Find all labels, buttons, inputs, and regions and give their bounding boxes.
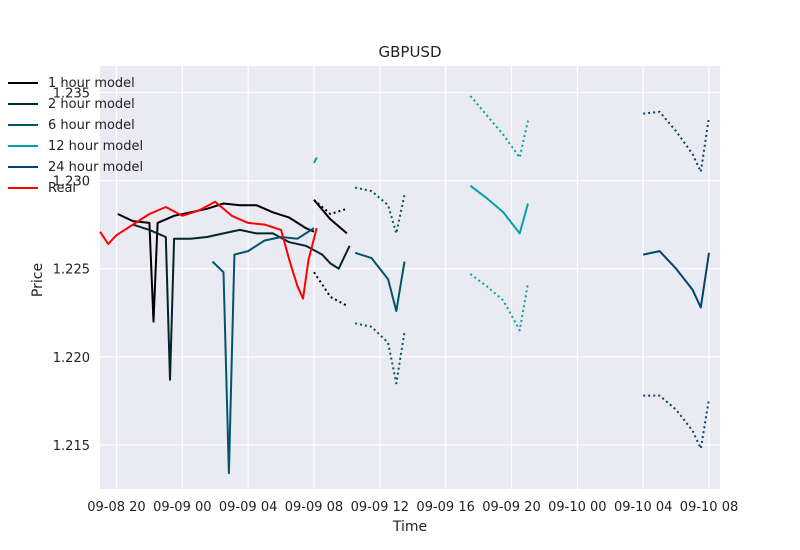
series-12-hour-model-upper-band — [469, 95, 529, 159]
series-24-hour-model-lower-band — [643, 394, 710, 450]
y-tick-label: 1.235 — [53, 86, 90, 101]
legend-label: 24 hour model — [48, 160, 143, 175]
series-2-hour-model-line — [132, 223, 351, 381]
x-tick-label: 09-10 04 — [614, 500, 672, 515]
x-axis-label: Time — [392, 519, 427, 535]
y-tick-label: 1.215 — [53, 439, 90, 454]
series-24-hour-model-upper-band — [643, 110, 710, 173]
x-tick-labels: 09-08 20 09-09 00 09-09 04 09-09 08 09-09 12… — [87, 500, 738, 515]
plot-background — [100, 66, 720, 489]
y-tick-label: 1.225 — [53, 263, 90, 278]
series-12-hour-model-forecast — [469, 185, 529, 235]
legend-label: 6 hour model — [48, 118, 135, 133]
series-6-hour-model-upper-band — [354, 186, 406, 235]
legend-label: Real — [48, 181, 76, 196]
x-tick-label: 09-09 20 — [482, 500, 540, 515]
legend-label: 1 hour model — [48, 76, 135, 91]
series-6-hour-model-lower-band — [354, 322, 406, 385]
chart-title: GBPUSD — [378, 43, 441, 61]
y-tick-label: 1.220 — [53, 351, 90, 366]
x-tick-label: 09-09 04 — [219, 500, 277, 515]
y-axis-label: Price — [30, 263, 46, 297]
series-1-hour-model-upper-band — [313, 199, 348, 215]
x-tick-label: 09-10 08 — [680, 500, 738, 515]
y-tick-labels: 1.215 1.220 1.225 1.230 1.235 — [53, 86, 90, 454]
legend-label: 12 hour model — [48, 139, 143, 154]
series-6-hour-model-line — [211, 227, 315, 475]
x-tick-label: 09-09 16 — [416, 500, 474, 515]
x-tick-label: 09-10 00 — [548, 500, 606, 515]
series-6-hour-model-forecast — [354, 251, 406, 312]
legend: 1 hour model 2 hour model 6 hour model 12 h… — [8, 76, 143, 196]
grid — [100, 66, 720, 489]
series-real-line — [99, 200, 318, 300]
y-tick-label: 1.230 — [53, 175, 90, 190]
series-1-hour-model-line — [117, 202, 315, 323]
x-tick-label: 09-09 00 — [153, 500, 211, 515]
series-24-hour-model-forecast — [642, 250, 710, 309]
series-layer — [99, 95, 710, 475]
series-1-hour-model-forecast — [313, 199, 348, 235]
x-tick-label: 09-09 12 — [351, 500, 409, 515]
legend-label: 2 hour model — [48, 97, 135, 112]
x-tick-label: 09-09 08 — [285, 500, 343, 515]
x-tick-label: 09-08 20 — [87, 500, 145, 515]
series-12-hour-model-line — [313, 157, 318, 164]
